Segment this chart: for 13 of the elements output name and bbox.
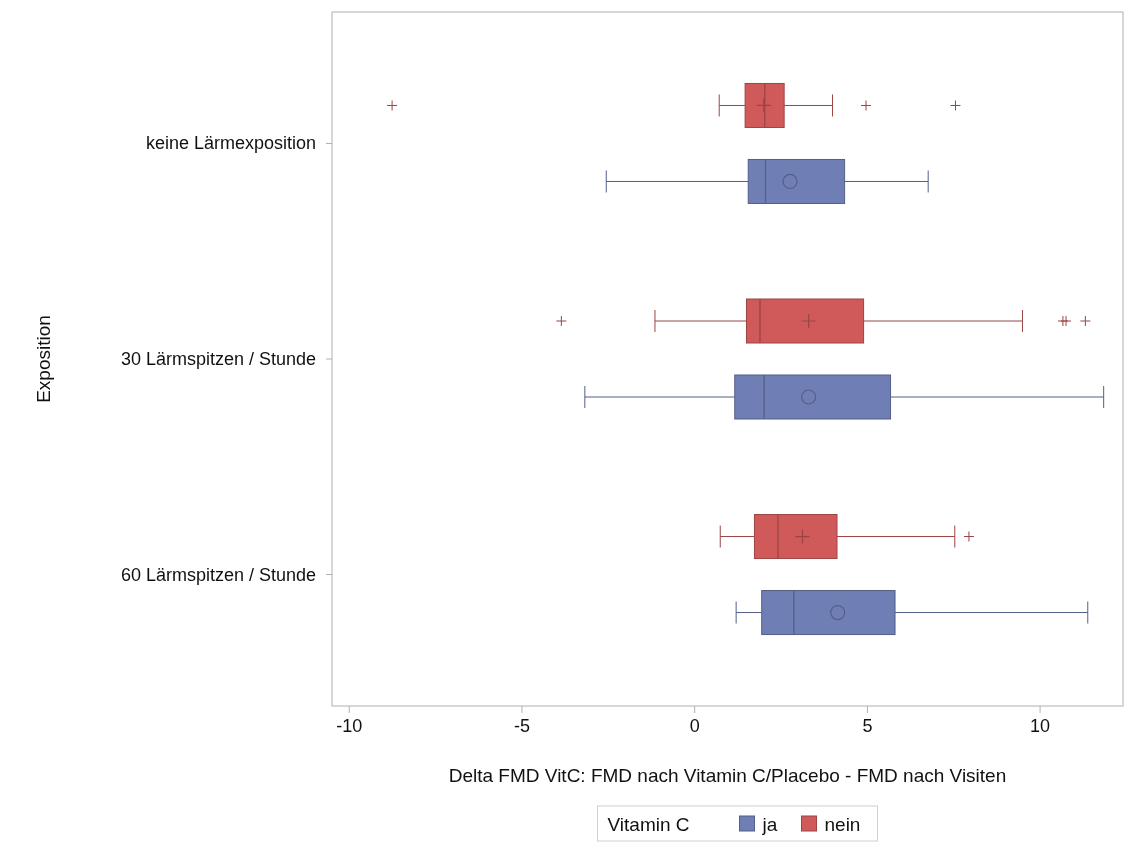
x-tick-label: -10 — [336, 716, 363, 736]
legend-label: nein — [824, 814, 861, 835]
x-tick-label: 10 — [1030, 716, 1051, 736]
x-tick-label: 5 — [862, 716, 873, 736]
y-axis-title: Exposition — [33, 315, 54, 403]
y-tick-label: keine Lärmexposition — [145, 133, 316, 154]
x-tick-label: -5 — [513, 716, 530, 736]
legend-title: Vitamin C — [607, 814, 690, 835]
y-tick-label: 60 Lärmspitzen / Stunde — [120, 564, 316, 585]
x-axis-title: Delta FMD VitC: FMD nach Vitamin C/Placebo - FMD nach Visiten — [448, 765, 1007, 786]
legend-label: ja — [761, 814, 778, 835]
x-tick-label: 0 — [689, 716, 700, 736]
y-tick-label: 30 Lärmspitzen / Stunde — [120, 349, 316, 369]
